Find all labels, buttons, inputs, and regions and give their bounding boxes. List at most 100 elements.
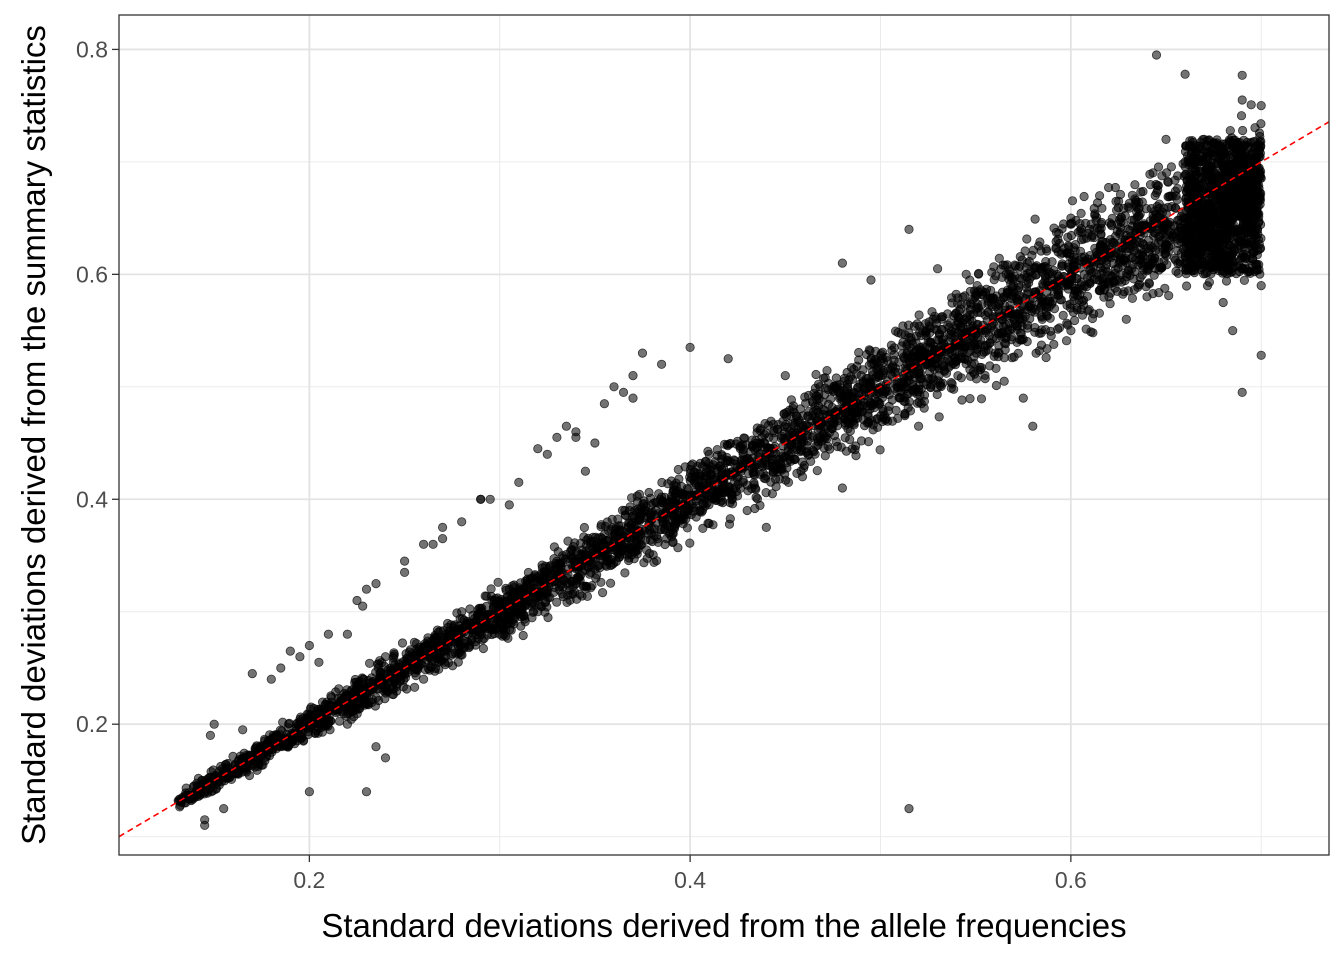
band-point: [1062, 248, 1072, 258]
band-point: [1089, 203, 1099, 214]
band-point: [875, 445, 885, 455]
band-point: [341, 690, 352, 700]
band-point: [1026, 300, 1036, 310]
band-point: [409, 682, 420, 692]
band-point: [515, 578, 526, 588]
band-point: [660, 539, 670, 550]
band-point: [1173, 215, 1183, 225]
band-point: [1035, 237, 1045, 247]
band-point: [380, 680, 390, 691]
band-point: [519, 610, 529, 620]
band-point: [815, 382, 825, 392]
band-point: [946, 330, 956, 340]
band-point: [682, 505, 692, 515]
data-points: [173, 50, 1266, 831]
band-point: [980, 373, 990, 384]
band-point: [575, 589, 585, 599]
band-point: [1068, 291, 1079, 301]
band-point: [919, 403, 929, 413]
band-point: [912, 398, 922, 408]
band-point: [464, 642, 474, 653]
band-point: [1104, 182, 1114, 193]
band-point: [1163, 176, 1173, 187]
band-point: [945, 318, 955, 328]
band-point: [835, 392, 845, 402]
band-point: [948, 359, 958, 369]
band-point: [685, 476, 695, 486]
band-point: [926, 382, 936, 393]
band-point: [334, 716, 345, 726]
band-point: [269, 732, 279, 743]
band-point: [975, 365, 986, 375]
band-point: [1210, 237, 1220, 247]
band-point: [666, 476, 677, 486]
band-point: [1081, 324, 1091, 334]
band-point: [1094, 308, 1105, 318]
band-point: [934, 370, 944, 380]
band-point: [313, 718, 323, 728]
band-point: [903, 402, 913, 413]
band-point: [863, 408, 873, 419]
band-point: [1108, 276, 1118, 286]
band-point: [1164, 290, 1174, 301]
band-point: [1108, 258, 1118, 269]
band-point: [724, 519, 735, 529]
band-point: [296, 734, 306, 744]
band-point: [364, 658, 375, 668]
band-point: [629, 554, 639, 564]
band-point: [985, 361, 995, 371]
band-point: [993, 348, 1003, 358]
band-point: [942, 309, 953, 319]
band-point: [823, 385, 834, 395]
band-point: [696, 507, 707, 517]
band-point: [1233, 175, 1243, 185]
band-point: [819, 405, 829, 415]
band-point: [710, 493, 720, 503]
band-point: [1246, 100, 1256, 110]
band-point: [395, 671, 405, 682]
band-point: [1075, 226, 1085, 236]
band-point: [804, 449, 814, 460]
band-point: [1105, 235, 1116, 245]
band-point: [596, 522, 606, 532]
band-point: [847, 408, 858, 418]
band-point: [552, 597, 562, 607]
band-point: [767, 458, 777, 469]
band-point: [601, 560, 611, 570]
band-point: [929, 359, 940, 369]
band-point: [1082, 273, 1093, 283]
band-point: [503, 633, 513, 643]
band-point: [553, 547, 563, 557]
band-point: [1063, 241, 1073, 251]
band-point: [777, 431, 787, 441]
band-point: [685, 538, 695, 548]
band-point: [832, 380, 842, 390]
band-point: [1063, 259, 1073, 269]
band-point: [1170, 255, 1181, 265]
band-point: [258, 760, 268, 770]
band-point: [402, 684, 412, 694]
band-point: [639, 558, 649, 568]
band-point: [1047, 274, 1057, 285]
band-point: [1014, 263, 1024, 273]
band-point: [653, 509, 663, 519]
band-point: [1225, 126, 1235, 136]
band-point: [474, 603, 484, 613]
band-point: [811, 369, 821, 380]
band-point: [517, 590, 527, 601]
band-point: [756, 424, 766, 434]
band-point: [1116, 217, 1126, 227]
band-point: [956, 373, 966, 383]
band-point: [862, 418, 873, 428]
band-point: [946, 383, 956, 393]
band-point: [540, 569, 550, 580]
band-point: [610, 531, 621, 542]
band-point: [1045, 296, 1055, 307]
band-point: [923, 373, 933, 384]
band-point: [441, 646, 452, 656]
band-point: [1153, 162, 1164, 172]
band-point: [430, 666, 440, 676]
band-point: [1065, 303, 1076, 313]
band-point: [409, 651, 419, 662]
band-point: [673, 464, 683, 475]
